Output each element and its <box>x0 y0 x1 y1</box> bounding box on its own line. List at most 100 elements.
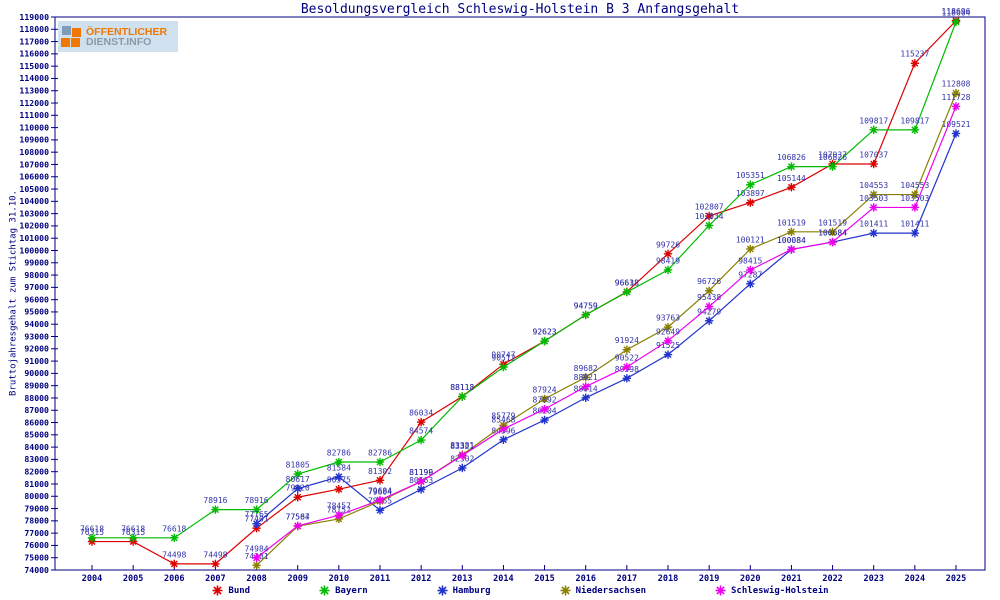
value-label: 90747 <box>491 351 515 360</box>
y-tick-label: 105000 <box>19 184 49 194</box>
data-point-dot <box>378 508 382 513</box>
value-label: 87092 <box>533 396 557 405</box>
y-tick-label: 99000 <box>24 258 49 268</box>
data-point-dot <box>131 535 136 540</box>
value-label: 100084 <box>777 236 806 245</box>
y-tick-label: 97000 <box>24 282 49 292</box>
value-label: 98415 <box>738 256 762 265</box>
data-point-dot <box>748 247 753 252</box>
y-tick-label: 89000 <box>24 380 49 390</box>
series-bayern: 76618 76618 76618 78916 78916 81805 82786 82786… <box>80 8 971 543</box>
legend-item-bayern: Bayern <box>318 584 368 597</box>
value-label: 100684 <box>818 229 847 238</box>
data-point-dot <box>254 555 259 560</box>
value-label: 88118 <box>450 383 474 392</box>
value-label: 81199 <box>409 468 433 477</box>
data-point-dot <box>954 104 958 109</box>
x-tick-label: 2008 <box>246 574 266 584</box>
y-tick-label: 82000 <box>24 466 49 476</box>
value-label: 92649 <box>656 327 680 336</box>
data-point-dot <box>912 127 917 132</box>
data-point-dot <box>789 164 794 169</box>
data-point-dot <box>501 365 506 370</box>
chart-title: Besoldungsvergleich Schleswig-Holstein B… <box>300 2 740 17</box>
y-tick-label: 92000 <box>24 344 49 354</box>
y-tick-label: 83000 <box>24 454 49 464</box>
data-point-dot <box>460 453 465 458</box>
y-tick-label: 88000 <box>24 393 49 403</box>
data-point-dot <box>378 498 382 503</box>
value-label: 101519 <box>777 218 806 227</box>
data-point-dot <box>295 495 300 500</box>
data-point-dot <box>213 561 218 566</box>
x-axis: 2004 2005 2006 2007 2008 2009 2010 2011 2012 2013… <box>82 565 966 584</box>
value-label: 96726 <box>697 277 721 286</box>
x-tick-label: 2023 <box>863 574 883 584</box>
data-point-dot <box>254 507 259 512</box>
data-point-dot <box>707 223 712 228</box>
value-label: 111728 <box>942 93 971 102</box>
value-label: 100084 <box>777 236 806 245</box>
data-point-dot <box>213 507 218 512</box>
x-tick-label: 2004 <box>82 574 102 584</box>
data-point-dot <box>871 127 876 132</box>
data-point-dot <box>501 427 506 432</box>
y-tick-label: 102000 <box>19 221 49 231</box>
data-point-dot <box>295 472 300 477</box>
legend-marker-icon <box>560 585 571 596</box>
y-tick-label: 84000 <box>24 442 49 452</box>
data-point-dot <box>871 231 876 236</box>
data-point-dot <box>912 192 917 197</box>
data-point-dot <box>542 407 547 412</box>
data-point-dot <box>254 526 259 531</box>
data-point-dot <box>419 479 424 484</box>
y-tick-label: 114000 <box>19 73 49 83</box>
value-label: 92623 <box>533 328 557 337</box>
data-point-dot <box>954 131 958 136</box>
series-schleswig-holstein: 74984 77587 78457 79684 81199 83321 85468 87092… <box>245 93 971 563</box>
value-label: 103897 <box>736 189 765 198</box>
value-label: 96618 <box>615 279 639 288</box>
y-tick-label: 96000 <box>24 294 49 304</box>
data-point-dot <box>871 162 876 167</box>
data-point-dot <box>295 486 300 491</box>
x-tick-label: 2005 <box>123 574 143 584</box>
value-label: 98419 <box>656 256 680 265</box>
data-point-dot <box>666 338 670 343</box>
value-label: 78916 <box>245 496 269 505</box>
data-point-dot <box>871 205 876 210</box>
site-logo: ÖFFENTLICHER DIENST.INFO <box>58 21 178 52</box>
x-tick-label: 2012 <box>411 574 431 584</box>
value-label: 106826 <box>818 153 847 162</box>
value-label: 79684 <box>368 487 392 496</box>
legend: Bund Bayern Hamburg Niedersachsen Schleswig-… <box>55 584 985 597</box>
y-tick-label: 109000 <box>19 135 49 145</box>
data-point-dot <box>912 61 917 66</box>
series-line-hamburg <box>256 133 957 525</box>
data-point-dot <box>336 474 341 479</box>
data-point-dot <box>295 523 300 528</box>
y-tick-label: 119000 <box>19 12 49 22</box>
y-tick-label: 111000 <box>19 110 49 120</box>
series-bund: 7631576315744987449877401799208057581302… <box>80 7 971 569</box>
value-label: 118696 <box>942 7 971 16</box>
value-label: 87924 <box>533 385 557 394</box>
y-tick-label: 86000 <box>24 417 49 427</box>
value-label: 89682 <box>574 364 598 373</box>
y-tick-label: 87000 <box>24 405 49 415</box>
y-tick-label: 80000 <box>24 491 49 501</box>
data-point-dot <box>336 487 341 492</box>
data-point-dot <box>789 247 794 252</box>
value-label: 118604 <box>942 8 971 17</box>
data-point-dot <box>707 304 712 309</box>
value-label: 92623 <box>533 328 557 337</box>
data-point-dot <box>336 460 341 465</box>
data-point-dot <box>871 192 876 197</box>
value-label: 101411 <box>900 220 929 229</box>
data-point-dot <box>542 418 547 423</box>
data-point-dot <box>954 91 958 96</box>
value-label: 82786 <box>368 449 392 458</box>
logo-line1: ÖFFENTLICHER <box>86 25 168 38</box>
x-tick-label: 2014 <box>493 574 513 584</box>
legend-label: Schleswig-Holstein <box>731 585 829 596</box>
